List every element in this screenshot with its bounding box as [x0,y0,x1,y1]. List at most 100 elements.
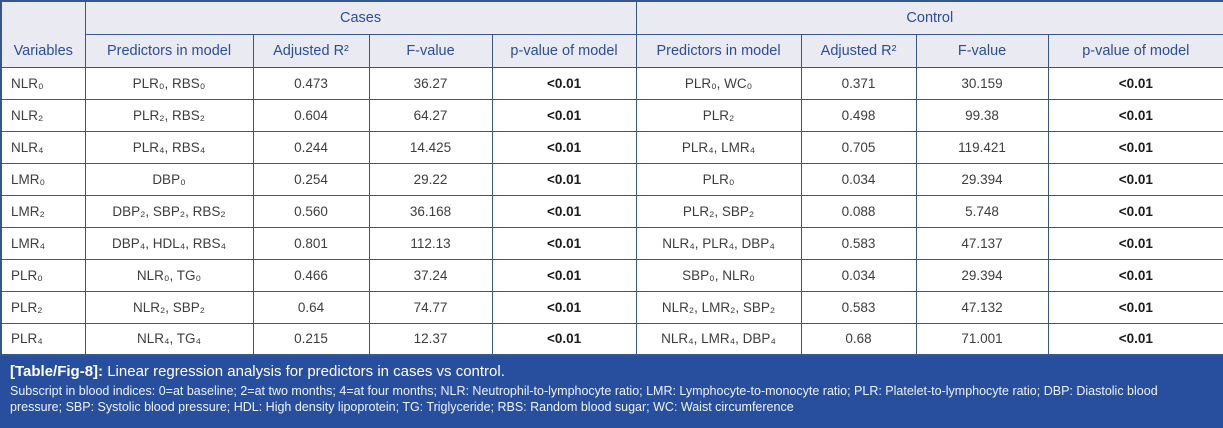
cases-adjusted-r2-cell: 0.466 [252,258,370,292]
control-f-value-cell: 119.421 [915,130,1049,164]
control-p-value-cell: <0.01 [1047,290,1223,324]
table-row: LMR₀ DBP₀ 0.254 29.22 <0.01 PLR₀ 0.034 2… [0,162,1223,196]
control-predictors-cell: NLR₄, PLR₄, DBP₄ [635,226,802,260]
control-adjusted-r2-cell: 0.68 [800,322,917,356]
column-header-control-p-value: p-value of model [1047,33,1223,68]
variable-cell: NLR₂ [0,98,86,132]
control-f-value-cell: 99.38 [915,98,1049,132]
control-predictors-cell: NLR₂, LMR₂, SBP₂ [635,290,802,324]
variable-cell: LMR₂ [0,194,86,228]
control-adjusted-r2-cell: 0.705 [800,130,917,164]
variable-cell: LMR₀ [0,162,86,196]
control-predictors-cell: PLR₂ [635,98,802,132]
control-predictors-cell: PLR₀, WC₀ [635,66,802,100]
control-f-value-cell: 71.001 [915,322,1049,356]
cases-f-value-cell: 14.425 [368,130,493,164]
control-adjusted-r2-cell: 0.371 [800,66,917,100]
column-header-row: Predictors in model Adjusted R² F-value … [1,33,1223,68]
control-predictors-cell: PLR₂, SBP₂ [635,194,802,228]
cases-p-value-cell: <0.01 [491,162,637,196]
table-header: Variables Cases Control Predictors in mo… [0,0,1223,68]
regression-table: Variables Cases Control Predictors in mo… [0,0,1223,356]
control-p-value-cell: <0.01 [1047,66,1223,100]
cases-f-value-cell: 36.27 [368,66,493,100]
control-p-value-cell: <0.01 [1047,258,1223,292]
cases-predictors-cell: NLR₀, TG₀ [84,258,254,292]
control-adjusted-r2-cell: 0.583 [800,226,917,260]
column-header-control-adjusted-r2: Adjusted R² [800,33,917,68]
group-header-control: Control [635,0,1223,35]
cases-adjusted-r2-cell: 0.473 [252,66,370,100]
control-adjusted-r2-cell: 0.034 [800,258,917,292]
column-header-control-predictors: Predictors in model [635,33,802,68]
cases-f-value-cell: 29.22 [368,162,493,196]
control-adjusted-r2-cell: 0.034 [800,162,917,196]
control-f-value-cell: 29.394 [915,258,1049,292]
cases-p-value-cell: <0.01 [491,66,637,100]
cases-predictors-cell: PLR₄, RBS₄ [84,130,254,164]
table-row: LMR₄ DBP₄, HDL₄, RBS₄ 0.801 112.13 <0.01… [0,226,1223,260]
cases-predictors-cell: NLR₄, TG₄ [84,322,254,356]
column-header-cases-f-value: F-value [368,33,493,68]
variable-cell: NLR₀ [0,66,86,100]
control-p-value-cell: <0.01 [1047,322,1223,356]
cases-p-value-cell: <0.01 [491,290,637,324]
variable-cell: PLR₄ [0,322,86,356]
control-adjusted-r2-cell: 0.498 [800,98,917,132]
control-f-value-cell: 29.394 [915,162,1049,196]
cases-predictors-cell: PLR₀, RBS₀ [84,66,254,100]
column-header-cases-adjusted-r2: Adjusted R² [252,33,370,68]
group-header-row: Variables Cases Control [0,0,1223,68]
cases-f-value-cell: 112.13 [368,226,493,260]
table-row: NLR₀ PLR₀, RBS₀ 0.473 36.27 <0.01 PLR₀, … [0,66,1223,100]
cases-adjusted-r2-cell: 0.604 [252,98,370,132]
control-f-value-cell: 30.159 [915,66,1049,100]
cases-p-value-cell: <0.01 [491,130,637,164]
caption-label: [Table/Fig-8]: [10,363,104,380]
control-predictors-cell: SBP₀, NLR₀ [635,258,802,292]
control-f-value-cell: 47.137 [915,226,1049,260]
column-header-cases-p-value: p-value of model [491,33,637,68]
control-f-value-cell: 5.748 [915,194,1049,228]
cases-p-value-cell: <0.01 [491,98,637,132]
table-row: PLR₀ NLR₀, TG₀ 0.466 37.24 <0.01 SBP₀, N… [0,258,1223,292]
cases-adjusted-r2-cell: 0.64 [252,290,370,324]
cases-predictors-cell: PLR₂, RBS₂ [84,98,254,132]
cases-adjusted-r2-cell: 0.215 [252,322,370,356]
caption-title: Linear regression analysis for predictor… [107,363,505,380]
cases-adjusted-r2-cell: 0.801 [252,226,370,260]
table-row: NLR₂ PLR₂, RBS₂ 0.604 64.27 <0.01 PLR₂ 0… [0,98,1223,132]
control-p-value-cell: <0.01 [1047,194,1223,228]
control-p-value-cell: <0.01 [1047,162,1223,196]
caption-notes: Subscript in blood indices: 0=at baselin… [10,384,1158,414]
cases-f-value-cell: 64.27 [368,98,493,132]
control-predictors-cell: PLR₄, LMR₄ [635,130,802,164]
column-header-cases-predictors: Predictors in model [84,33,254,68]
table-row: NLR₄ PLR₄, RBS₄ 0.244 14.425 <0.01 PLR₄,… [0,130,1223,164]
control-predictors-cell: PLR₀ [635,162,802,196]
control-p-value-cell: <0.01 [1047,130,1223,164]
table-row: PLR₂ NLR₂, SBP₂ 0.64 74.77 <0.01 NLR₂, L… [0,290,1223,324]
variable-cell: NLR₄ [0,130,86,164]
control-p-value-cell: <0.01 [1047,98,1223,132]
caption-line: [Table/Fig-8]: Linear regression analysi… [10,362,1213,382]
cases-p-value-cell: <0.01 [491,194,637,228]
cases-predictors-cell: DBP₂, SBP₂, RBS₂ [84,194,254,228]
variable-cell: PLR₂ [0,290,86,324]
cases-f-value-cell: 36.168 [368,194,493,228]
cases-adjusted-r2-cell: 0.254 [252,162,370,196]
variable-cell: PLR₀ [0,258,86,292]
cases-adjusted-r2-cell: 0.560 [252,194,370,228]
cases-predictors-cell: DBP₀ [84,162,254,196]
table-row: LMR₂ DBP₂, SBP₂, RBS₂ 0.560 36.168 <0.01… [0,194,1223,228]
group-header-cases: Cases [84,0,637,35]
control-adjusted-r2-cell: 0.583 [800,290,917,324]
cases-p-value-cell: <0.01 [491,322,637,356]
table-row: PLR₄ NLR₄, TG₄ 0.215 12.37 <0.01 NLR₄, L… [0,322,1223,356]
cases-p-value-cell: <0.01 [491,226,637,260]
figure-caption: [Table/Fig-8]: Linear regression analysi… [0,356,1223,428]
cases-f-value-cell: 37.24 [368,258,493,292]
control-f-value-cell: 47.132 [915,290,1049,324]
cases-p-value-cell: <0.01 [491,258,637,292]
